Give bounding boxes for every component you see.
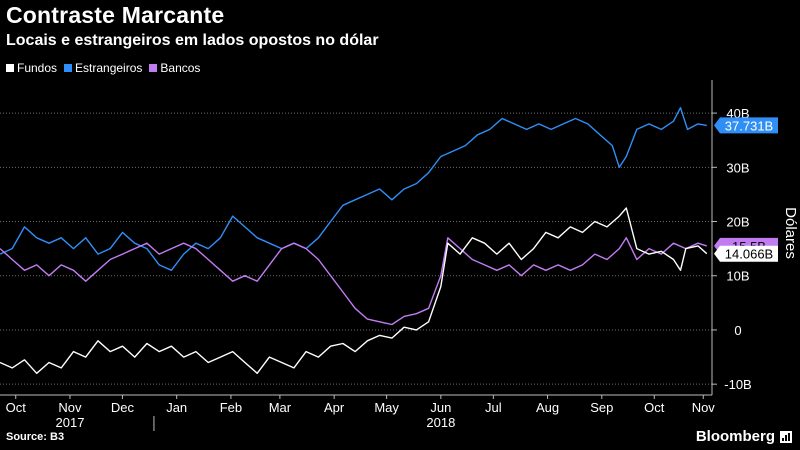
x-tick-label: Dec <box>111 400 135 415</box>
x-tick-label: Jan <box>166 400 187 415</box>
legend-item-bancos: Bancos <box>149 61 200 75</box>
bloomberg-chart-icon <box>780 430 792 443</box>
legend-label-bancos: Bancos <box>160 61 201 75</box>
legend: Fundos Estrangeiros Bancos <box>6 61 200 75</box>
chart-subtitle: Locais e estrangeiros em lados opostos n… <box>6 32 379 49</box>
bloomberg-brand: Bloomberg <box>696 428 792 445</box>
series-line-fundos <box>0 207 708 374</box>
x-tick-label: Oct <box>644 400 665 415</box>
series-line-estrangeiros <box>0 107 707 271</box>
x-tick-label: Mar <box>269 400 292 415</box>
x-tick-label: Jul <box>485 400 502 415</box>
series-layer <box>0 107 708 374</box>
legend-item-estrangeiros: Estrangeiros <box>64 61 142 75</box>
last-value-tag-bg <box>714 117 778 134</box>
legend-label-estrangeiros: Estrangeiros <box>75 61 143 75</box>
y-tick-label: 40B <box>726 106 749 121</box>
x-tick-label: Oct <box>6 400 27 415</box>
last-value-tag-bg <box>714 245 778 262</box>
y-tick-label: 30B <box>726 160 749 175</box>
last-value-label: 37.731B <box>725 118 773 133</box>
legend-item-fundos: Fundos <box>6 61 57 75</box>
x-tick-label: Apr <box>324 400 345 415</box>
bloomberg-wordmark: Bloomberg <box>695 428 775 445</box>
x-tick-label: Feb <box>220 400 242 415</box>
x-tick-label: Aug <box>536 400 559 415</box>
source-note: Source: B3 <box>6 431 65 443</box>
x-tick-label: May <box>374 400 399 415</box>
y-tick-label: -10B <box>724 377 751 392</box>
last-value-tag-estrangeiros: 37.731B <box>714 117 778 134</box>
chart-title: Contraste Marcante <box>6 2 225 28</box>
legend-label-fundos: Fundos <box>17 61 58 75</box>
x-tick-label: Jun <box>430 400 451 415</box>
last-value-label: 14.066B <box>725 247 773 262</box>
axis-layer: -10B 0 10B 20B 30B 40B Oct Nov Dec Jan Feb Mar Apr Ma… <box>0 80 752 431</box>
x-tick-label: Nov <box>58 400 82 415</box>
legend-swatch-estrangeiros <box>64 64 73 72</box>
y-tick-label: 20B <box>726 215 749 230</box>
grid-layer <box>0 112 712 385</box>
last-value-tag-fundos: 14.066B <box>714 245 778 262</box>
x-year-label: 2017 <box>56 415 85 430</box>
series-line-bancos <box>0 237 708 326</box>
x-tick-label: Nov <box>692 400 716 415</box>
x-tick-label: Sep <box>590 400 613 415</box>
legend-swatch-bancos <box>149 64 158 72</box>
x-year-label: 2018 <box>426 415 455 430</box>
y-axis-label: Dólares <box>782 207 799 259</box>
legend-swatch-fundos <box>6 64 14 72</box>
y-tick-label: 0 <box>734 323 741 338</box>
y-tick-label: 10B <box>726 269 749 284</box>
